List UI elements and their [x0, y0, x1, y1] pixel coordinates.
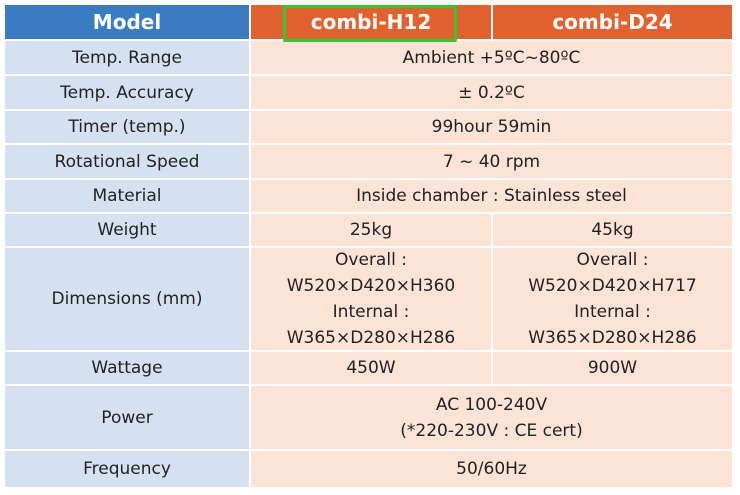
- value-cell: 7 ~ 40 rpm: [251, 145, 732, 178]
- value-cell: 25kg: [251, 214, 491, 246]
- row-label: Rotational Speed: [5, 145, 249, 178]
- cell-text: (*220-230V : CE cert): [400, 420, 583, 441]
- row-label: Weight: [5, 214, 249, 246]
- cell-text: Dimensions (mm): [51, 289, 203, 309]
- cell-text: Weight: [97, 220, 157, 240]
- cell-text: Temp. Range: [72, 47, 182, 68]
- cell-text: W365×D280×H286: [286, 328, 456, 348]
- cell-text: Rotational Speed: [54, 151, 200, 172]
- value-cell: Inside chamber : Stainless steel: [251, 180, 732, 212]
- cell-text: Ambient +5ºC~80ºC: [402, 47, 581, 68]
- cell-text: combi-D24: [552, 10, 673, 34]
- value-cell: 900W: [493, 352, 732, 384]
- cell-text: Frequency: [83, 459, 171, 479]
- cell-text: ± 0.2ºC: [458, 82, 525, 103]
- value-cell: 50/60Hz: [251, 451, 732, 487]
- cell-text: Material: [92, 186, 162, 206]
- cell-text: 7 ~ 40 rpm: [442, 151, 541, 172]
- cell-text: Timer (temp.): [68, 117, 186, 137]
- cell-text: Overall :: [335, 250, 407, 270]
- value-cell: AC 100-240V (*220-230V : CE cert): [251, 386, 732, 449]
- header-cell: combi-D24: [493, 5, 732, 39]
- cell-text: Temp. Accuracy: [60, 82, 194, 103]
- cell-text: Wattage: [91, 358, 163, 378]
- cell-text: W365×D280×H286: [528, 328, 697, 348]
- cell-text: Overall :: [576, 250, 649, 270]
- row-label: Temp. Accuracy: [5, 76, 249, 109]
- cell-text: 45kg: [591, 220, 634, 240]
- cell-text: Internal :: [332, 302, 410, 322]
- row-label: Timer (temp.): [5, 111, 249, 143]
- selection-box: [283, 5, 457, 42]
- cell-text: W520×D420×H360: [286, 276, 456, 296]
- cell-text: Power: [101, 407, 153, 428]
- cell-text: 25kg: [349, 220, 393, 240]
- value-cell: 45kg: [493, 214, 732, 246]
- value-cell: Overall : W520×D420×H717 Internal : W365×D2…: [493, 248, 732, 350]
- value-cell: 99hour 59min: [251, 111, 732, 143]
- cell-text: 900W: [587, 358, 638, 378]
- value-cell: Overall : W520×D420×H360 Internal : W365×D2…: [251, 248, 491, 350]
- row-label: Power: [5, 386, 249, 449]
- row-label: Dimensions (mm): [5, 248, 249, 350]
- cell-text: AC 100-240V: [435, 394, 548, 415]
- cell-text: 450W: [346, 358, 396, 378]
- row-label: Temp. Range: [5, 41, 249, 74]
- row-label: Wattage: [5, 352, 249, 384]
- cell-text: W520×D420×H717: [528, 276, 697, 296]
- cell-text: Model: [92, 10, 162, 34]
- cell-text: 50/60Hz: [456, 459, 527, 479]
- row-label: Material: [5, 180, 249, 212]
- cell-text: combi-H12: [310, 10, 432, 34]
- cell-text: 99hour 59min: [431, 117, 552, 137]
- row-label: Frequency: [5, 451, 249, 487]
- header-cell: Model: [5, 5, 249, 39]
- value-cell: 450W: [251, 352, 491, 384]
- value-cell: Ambient +5ºC~80ºC: [251, 41, 732, 74]
- cell-text: Internal :: [574, 302, 651, 322]
- value-cell: ± 0.2ºC: [251, 76, 732, 109]
- header-cell: combi-H12: [251, 5, 491, 39]
- cell-text: Inside chamber : Stainless steel: [356, 186, 627, 206]
